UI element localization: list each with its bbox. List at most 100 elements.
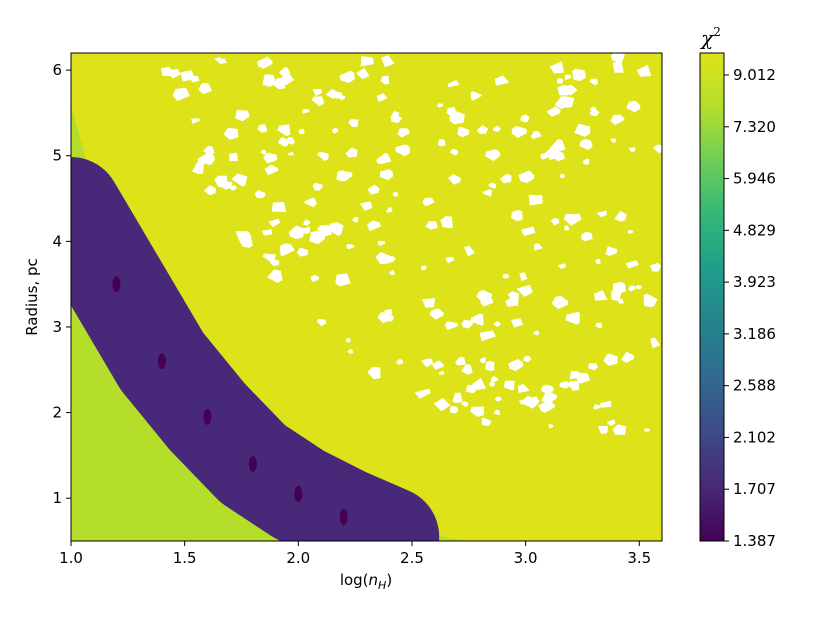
contour-gap bbox=[257, 124, 268, 133]
contour-gap bbox=[444, 321, 459, 330]
contour-gap bbox=[628, 147, 636, 153]
contour-gap bbox=[610, 138, 617, 143]
contour-gap bbox=[625, 260, 639, 269]
contour-gap bbox=[557, 84, 570, 96]
contour-gap bbox=[593, 404, 602, 410]
contour-gap bbox=[489, 381, 496, 387]
contour-gap bbox=[360, 201, 373, 211]
contour-gap bbox=[479, 330, 497, 342]
contour-gap bbox=[311, 96, 325, 107]
contour-gap bbox=[636, 64, 652, 77]
contour-gap bbox=[192, 161, 205, 175]
contour-gap bbox=[346, 243, 355, 250]
colorbar-tick-label: 1.387 bbox=[733, 532, 776, 550]
contour-gap bbox=[541, 384, 554, 395]
contour-gap bbox=[348, 119, 359, 128]
contour-gap bbox=[606, 419, 616, 427]
contour-gap bbox=[612, 60, 624, 73]
colorbar-tick-label: 3.923 bbox=[733, 273, 776, 291]
contour-gap bbox=[228, 152, 239, 162]
colorbar-title: χ2 bbox=[699, 25, 721, 50]
colorbar-tick-label: 5.946 bbox=[733, 170, 776, 188]
contour-gap bbox=[559, 173, 565, 179]
contour-gap bbox=[590, 106, 597, 112]
contour-gap bbox=[593, 290, 608, 301]
contour-gap bbox=[528, 396, 540, 405]
contour-gap bbox=[507, 291, 519, 302]
contour-gap bbox=[367, 367, 381, 380]
contour-gap bbox=[414, 388, 431, 399]
contour-gap bbox=[574, 123, 591, 137]
contour-gap bbox=[277, 124, 291, 136]
contour-gap bbox=[356, 68, 370, 80]
contour-gap bbox=[223, 127, 239, 140]
contour-gap bbox=[431, 360, 444, 370]
contour-gap bbox=[438, 370, 445, 375]
contour-gap bbox=[482, 189, 493, 197]
contour-gap bbox=[339, 70, 355, 83]
contour-gap bbox=[332, 127, 339, 134]
contour-gap bbox=[367, 220, 382, 231]
contour-gap bbox=[596, 210, 607, 218]
contour-gap bbox=[635, 284, 642, 290]
contour-gap bbox=[297, 247, 305, 253]
contour-gap bbox=[644, 428, 650, 432]
contour-gap bbox=[190, 75, 200, 83]
contour-gap bbox=[612, 424, 626, 435]
contour-gap bbox=[302, 109, 310, 114]
contour-gap bbox=[261, 229, 272, 236]
contour-gap bbox=[298, 128, 305, 134]
contour-gap bbox=[445, 256, 455, 264]
contour-gap bbox=[344, 171, 353, 179]
contour-gap bbox=[421, 265, 427, 271]
contour-gap bbox=[360, 56, 374, 67]
contour-gap bbox=[605, 246, 618, 256]
contour-gap bbox=[563, 213, 582, 226]
contour-gap bbox=[520, 226, 536, 237]
colorbar-ticks: 1.387 1.707 2.102 2.588 3.186 3.923 4.829 5.946… bbox=[724, 66, 776, 550]
y-axis: 1 2 3 4 5 6 bbox=[52, 61, 71, 507]
colorbar-tick-label: 2.102 bbox=[733, 428, 776, 446]
contour-gap bbox=[422, 359, 430, 365]
contour-gap bbox=[449, 406, 458, 414]
contour-gap bbox=[203, 145, 215, 156]
contour-gap bbox=[490, 376, 499, 383]
contour-gap bbox=[389, 270, 395, 275]
contour-gap bbox=[352, 216, 359, 223]
plot-frame bbox=[70, 52, 663, 542]
colorbar-tick-label: 4.829 bbox=[733, 221, 776, 239]
contour-gap bbox=[302, 219, 311, 226]
contour-gap bbox=[595, 322, 603, 329]
contour-gap bbox=[528, 194, 543, 206]
local-minimum-core bbox=[112, 276, 121, 293]
y-axis-label: Radius, pc bbox=[23, 258, 41, 336]
contour-gap bbox=[345, 147, 358, 158]
local-minimum-core bbox=[294, 485, 303, 502]
y-tick-label: 5 bbox=[52, 147, 62, 165]
contour-gap bbox=[548, 424, 554, 429]
contour-gap bbox=[610, 53, 625, 63]
contour-gap bbox=[264, 164, 279, 176]
contour-gap bbox=[281, 73, 289, 78]
contour-gap bbox=[576, 372, 591, 384]
colorbar-tick-label: 1.707 bbox=[733, 480, 776, 498]
contour-gap bbox=[335, 273, 351, 287]
contour-gap bbox=[219, 180, 233, 190]
contour-gap bbox=[589, 108, 600, 117]
contour-gap bbox=[235, 110, 250, 122]
contour-gap bbox=[603, 353, 618, 366]
contour-gap bbox=[206, 159, 213, 165]
contour-gap bbox=[429, 308, 444, 320]
contour-gap bbox=[379, 169, 394, 181]
contour-gap bbox=[564, 225, 570, 231]
contour-gap bbox=[191, 118, 200, 124]
contour-gap bbox=[572, 68, 586, 82]
contour-gap bbox=[267, 269, 283, 283]
contour-gap bbox=[384, 308, 393, 315]
contour-gap bbox=[495, 396, 502, 402]
contour-gap bbox=[440, 216, 453, 228]
contour-gap bbox=[376, 158, 385, 164]
contour-gap bbox=[533, 330, 540, 336]
contour-gap bbox=[492, 125, 501, 132]
contour-gap bbox=[533, 243, 543, 251]
